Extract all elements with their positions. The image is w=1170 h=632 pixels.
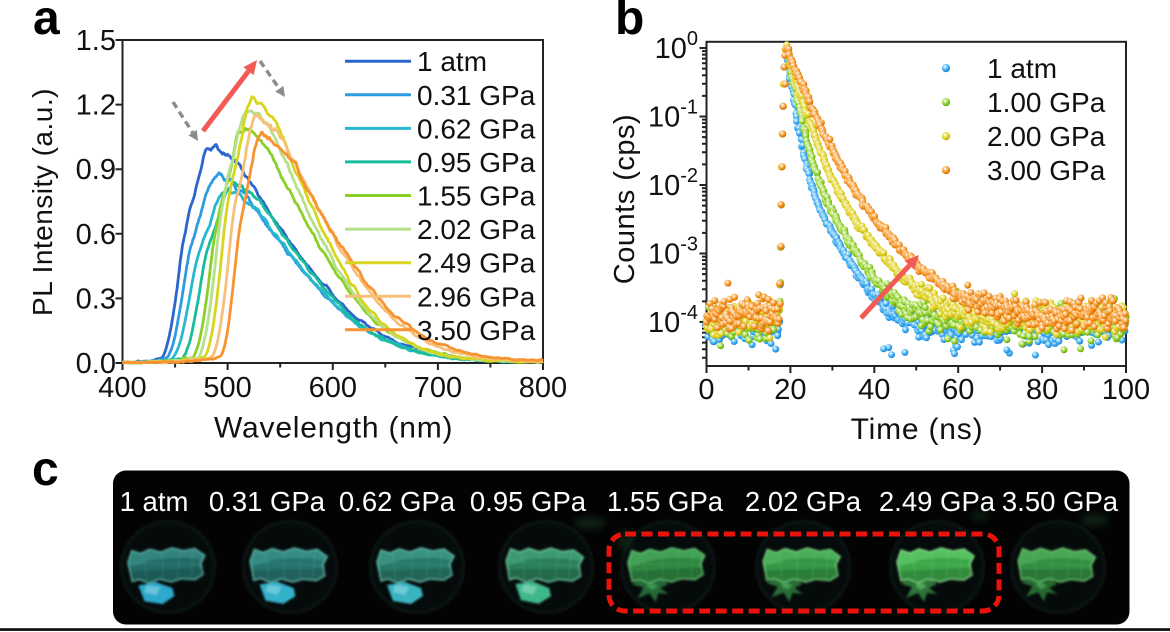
- svg-text:1 atm: 1 atm: [417, 46, 487, 77]
- svg-text:80: 80: [1026, 374, 1058, 406]
- svg-text:10-3: 10-3: [648, 234, 698, 271]
- svg-text:0: 0: [698, 374, 714, 406]
- svg-text:2.02 GPa: 2.02 GPa: [417, 214, 536, 245]
- svg-text:3.00 GPa: 3.00 GPa: [987, 155, 1106, 186]
- svg-text:0.95 GPa: 0.95 GPa: [417, 147, 536, 178]
- svg-text:0.3: 0.3: [76, 283, 116, 315]
- svg-text:2.02 GPa: 2.02 GPa: [745, 486, 862, 517]
- svg-text:0.62 GPa: 0.62 GPa: [339, 486, 456, 517]
- svg-text:1.5: 1.5: [76, 25, 116, 57]
- svg-text:1.55 GPa: 1.55 GPa: [607, 486, 724, 517]
- svg-text:600: 600: [309, 372, 357, 404]
- svg-text:0.62 GPa: 0.62 GPa: [417, 113, 536, 144]
- svg-text:1 atm: 1 atm: [120, 486, 189, 517]
- svg-text:2.49 GPa: 2.49 GPa: [417, 248, 536, 279]
- svg-text:0.0: 0.0: [76, 348, 116, 380]
- svg-text:1.00 GPa: 1.00 GPa: [987, 87, 1106, 118]
- svg-text:400: 400: [98, 372, 146, 404]
- svg-text:1 atm: 1 atm: [987, 53, 1057, 84]
- svg-text:Time (ns): Time (ns): [851, 413, 984, 446]
- svg-text:PL Intensity (a.u.): PL Intensity (a.u.): [27, 88, 58, 316]
- svg-text:a: a: [33, 0, 60, 45]
- svg-text:0.31 GPa: 0.31 GPa: [417, 80, 536, 111]
- svg-text:0.31 GPa: 0.31 GPa: [209, 486, 326, 517]
- svg-text:Wavelength (nm): Wavelength (nm): [214, 412, 453, 445]
- svg-text:0.95 GPa: 0.95 GPa: [470, 486, 587, 517]
- svg-text:c: c: [32, 443, 59, 496]
- svg-text:40: 40: [858, 374, 890, 406]
- svg-text:60: 60: [942, 374, 974, 406]
- svg-text:20: 20: [774, 374, 806, 406]
- svg-text:800: 800: [519, 372, 567, 404]
- svg-text:100: 100: [1102, 374, 1150, 406]
- svg-text:700: 700: [414, 372, 462, 404]
- svg-text:500: 500: [203, 372, 251, 404]
- svg-text:2.00 GPa: 2.00 GPa: [987, 121, 1106, 152]
- svg-text:10-4: 10-4: [648, 302, 698, 339]
- svg-text:0.6: 0.6: [76, 219, 116, 251]
- svg-text:3.50 GPa: 3.50 GPa: [1002, 486, 1119, 517]
- svg-text:3.50 GPa: 3.50 GPa: [417, 315, 536, 346]
- svg-text:2.96 GPa: 2.96 GPa: [417, 281, 536, 312]
- svg-text:Counts (cps): Counts (cps): [609, 114, 641, 284]
- svg-text:1.2: 1.2: [76, 90, 116, 122]
- svg-text:0.9: 0.9: [76, 154, 116, 186]
- svg-text:1.55 GPa: 1.55 GPa: [417, 181, 536, 212]
- svg-text:b: b: [615, 0, 644, 45]
